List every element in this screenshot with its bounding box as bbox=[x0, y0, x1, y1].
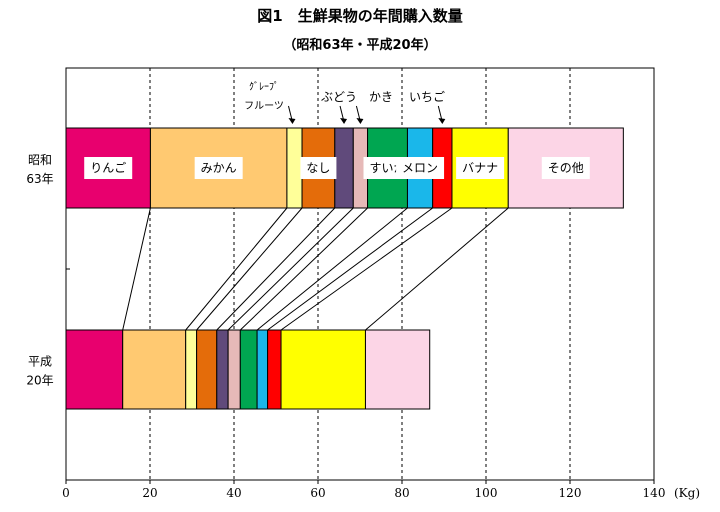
connector-line bbox=[227, 207, 354, 331]
bar-segment bbox=[256, 329, 269, 410]
segment-label-bg bbox=[194, 157, 243, 179]
bar-segment bbox=[196, 329, 218, 410]
bar-segment bbox=[227, 329, 241, 410]
segment-label-bg bbox=[300, 157, 337, 179]
bar-segment bbox=[216, 329, 229, 410]
segment-label: なし bbox=[306, 161, 330, 175]
plot-frame bbox=[65, 67, 655, 481]
segment-label: バナナ bbox=[462, 161, 498, 175]
connector-line bbox=[280, 207, 453, 331]
callout-arrowhead bbox=[438, 118, 446, 124]
callout-arrowhead bbox=[356, 118, 364, 124]
bar-segment bbox=[267, 329, 282, 410]
unit-label: (Kg) bbox=[674, 486, 700, 500]
callout-label: ぶどう bbox=[321, 90, 357, 104]
callout: ぶどう bbox=[321, 90, 357, 124]
connector-line bbox=[122, 207, 151, 331]
x-tick-label: 40 bbox=[226, 486, 241, 500]
connector-line bbox=[239, 207, 368, 331]
chart-title: 図1 生鮮果物の年間購入数量 bbox=[257, 7, 462, 25]
segment-label-bg bbox=[541, 157, 590, 179]
connector-lines bbox=[122, 207, 509, 331]
bar-segment bbox=[122, 329, 187, 410]
x-tick-label: 20 bbox=[142, 486, 157, 500]
segment-label: メロン bbox=[402, 161, 438, 175]
connector-line bbox=[365, 207, 509, 331]
segment-label: みかん bbox=[201, 161, 237, 175]
bar-segment bbox=[239, 329, 258, 410]
segment-label-bg bbox=[456, 157, 505, 179]
category-label: 20年 bbox=[26, 374, 53, 388]
bar-segment bbox=[364, 329, 431, 410]
callout-label: いちご bbox=[409, 89, 445, 104]
segment-label: その他 bbox=[548, 161, 584, 175]
bars bbox=[65, 127, 624, 410]
callout-arrowhead bbox=[288, 118, 296, 124]
x-tick-label: 100 bbox=[475, 486, 498, 500]
chart-subtitle: （昭和63年・平成20年） bbox=[283, 37, 436, 53]
connector-line bbox=[267, 207, 433, 331]
connector-line bbox=[185, 207, 288, 331]
callout-arrowhead bbox=[340, 118, 348, 124]
segment-label-bg bbox=[84, 157, 133, 179]
category-label: 63年 bbox=[26, 172, 53, 186]
bar-segment bbox=[280, 329, 366, 410]
callout-label: かき bbox=[369, 90, 393, 104]
x-tick-label: 0 bbox=[62, 486, 70, 500]
callout-label: フルーツ bbox=[244, 101, 284, 112]
x-tick-label: 140 bbox=[643, 486, 666, 500]
bar-segment bbox=[65, 329, 124, 410]
connector-line bbox=[256, 207, 408, 331]
bar-segment bbox=[334, 127, 354, 209]
x-tick-label: 80 bbox=[394, 486, 409, 500]
x-tick-label: 60 bbox=[310, 486, 325, 500]
segment-label-bg bbox=[396, 157, 445, 179]
callout-label: ｸﾞﾚｰﾌﾟ bbox=[249, 81, 279, 93]
callout: かき bbox=[355, 90, 393, 124]
connector-line bbox=[216, 207, 336, 331]
bar-segment bbox=[185, 329, 198, 410]
category-label: 昭和 bbox=[28, 153, 52, 167]
segment-label: りんご bbox=[90, 160, 126, 175]
x-tick-label: 120 bbox=[559, 486, 582, 500]
bar-segment bbox=[286, 127, 303, 209]
category-label: 平成 bbox=[28, 355, 52, 369]
callout: ｸﾞﾚｰﾌﾟ フルーツ bbox=[244, 81, 296, 124]
x-tick-labels: 0 20 40 60 80 100 120 140 bbox=[62, 486, 665, 500]
callout: いちご bbox=[409, 89, 446, 124]
connector-line bbox=[196, 207, 303, 331]
